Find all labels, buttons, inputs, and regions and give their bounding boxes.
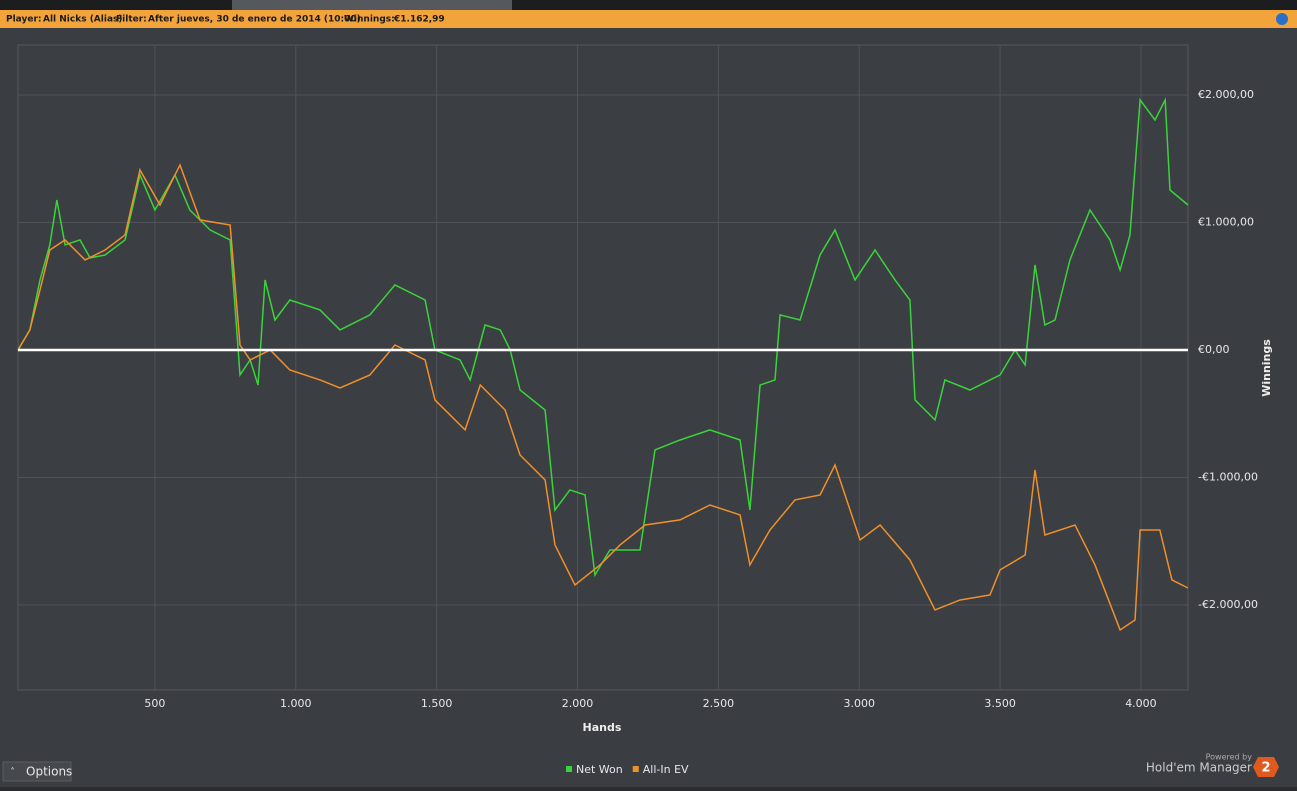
help-button[interactable]	[1276, 13, 1288, 25]
x-tick-label: 3.000	[843, 697, 875, 710]
x-tick-label: 4.000	[1125, 697, 1157, 710]
legend-swatch	[632, 766, 639, 772]
options-label[interactable]: Options	[26, 765, 72, 779]
y-tick-label: €0,00	[1198, 343, 1230, 356]
options-button[interactable]	[2, 761, 72, 782]
y-tick-label: €1.000,00	[1198, 215, 1254, 228]
filter-label: Filter:	[116, 15, 147, 25]
brand: Hold'em Manager	[1146, 761, 1252, 775]
y-tick-label: €2.000,00	[1198, 88, 1254, 101]
active-tab[interactable]	[232, 0, 512, 10]
winnings-label: Winnings:	[344, 15, 395, 25]
x-tick-label: 500	[144, 697, 165, 710]
x-tick-label: 1.000	[280, 697, 312, 710]
legend-label: Net Won	[576, 763, 623, 776]
x-tick-label: 3.500	[984, 697, 1016, 710]
brand-logo	[1253, 757, 1279, 777]
x-tick-label: 1.500	[421, 697, 453, 710]
x-tick-label: 2.000	[562, 697, 594, 710]
options-caret: ˄	[10, 766, 15, 778]
legend-label: All-In EV	[643, 763, 689, 776]
x-tick-label: 2.500	[703, 697, 735, 710]
winnings: €1.162,99	[393, 15, 445, 25]
y-axis-title: Winnings	[1260, 339, 1273, 397]
x-axis-title: Hands	[583, 721, 622, 734]
filter: After jueves, 30 de enero de 2014 (10:00…	[148, 15, 361, 25]
legend-swatch	[566, 766, 572, 772]
tab-strip	[0, 0, 1297, 10]
y-tick-label: -€2.000,00	[1198, 598, 1258, 611]
plot-area	[17, 44, 1189, 691]
header-bar	[0, 10, 1297, 28]
player: All Nicks (Alias)	[43, 15, 123, 25]
y-tick-label: -€1.000,00	[1198, 470, 1258, 483]
series-line	[17, 163, 1189, 632]
brand-number: 2	[1261, 761, 1270, 776]
player-label: Player:	[6, 15, 42, 25]
powered-by: Powered by	[1206, 753, 1253, 762]
series-line	[17, 97, 1189, 578]
